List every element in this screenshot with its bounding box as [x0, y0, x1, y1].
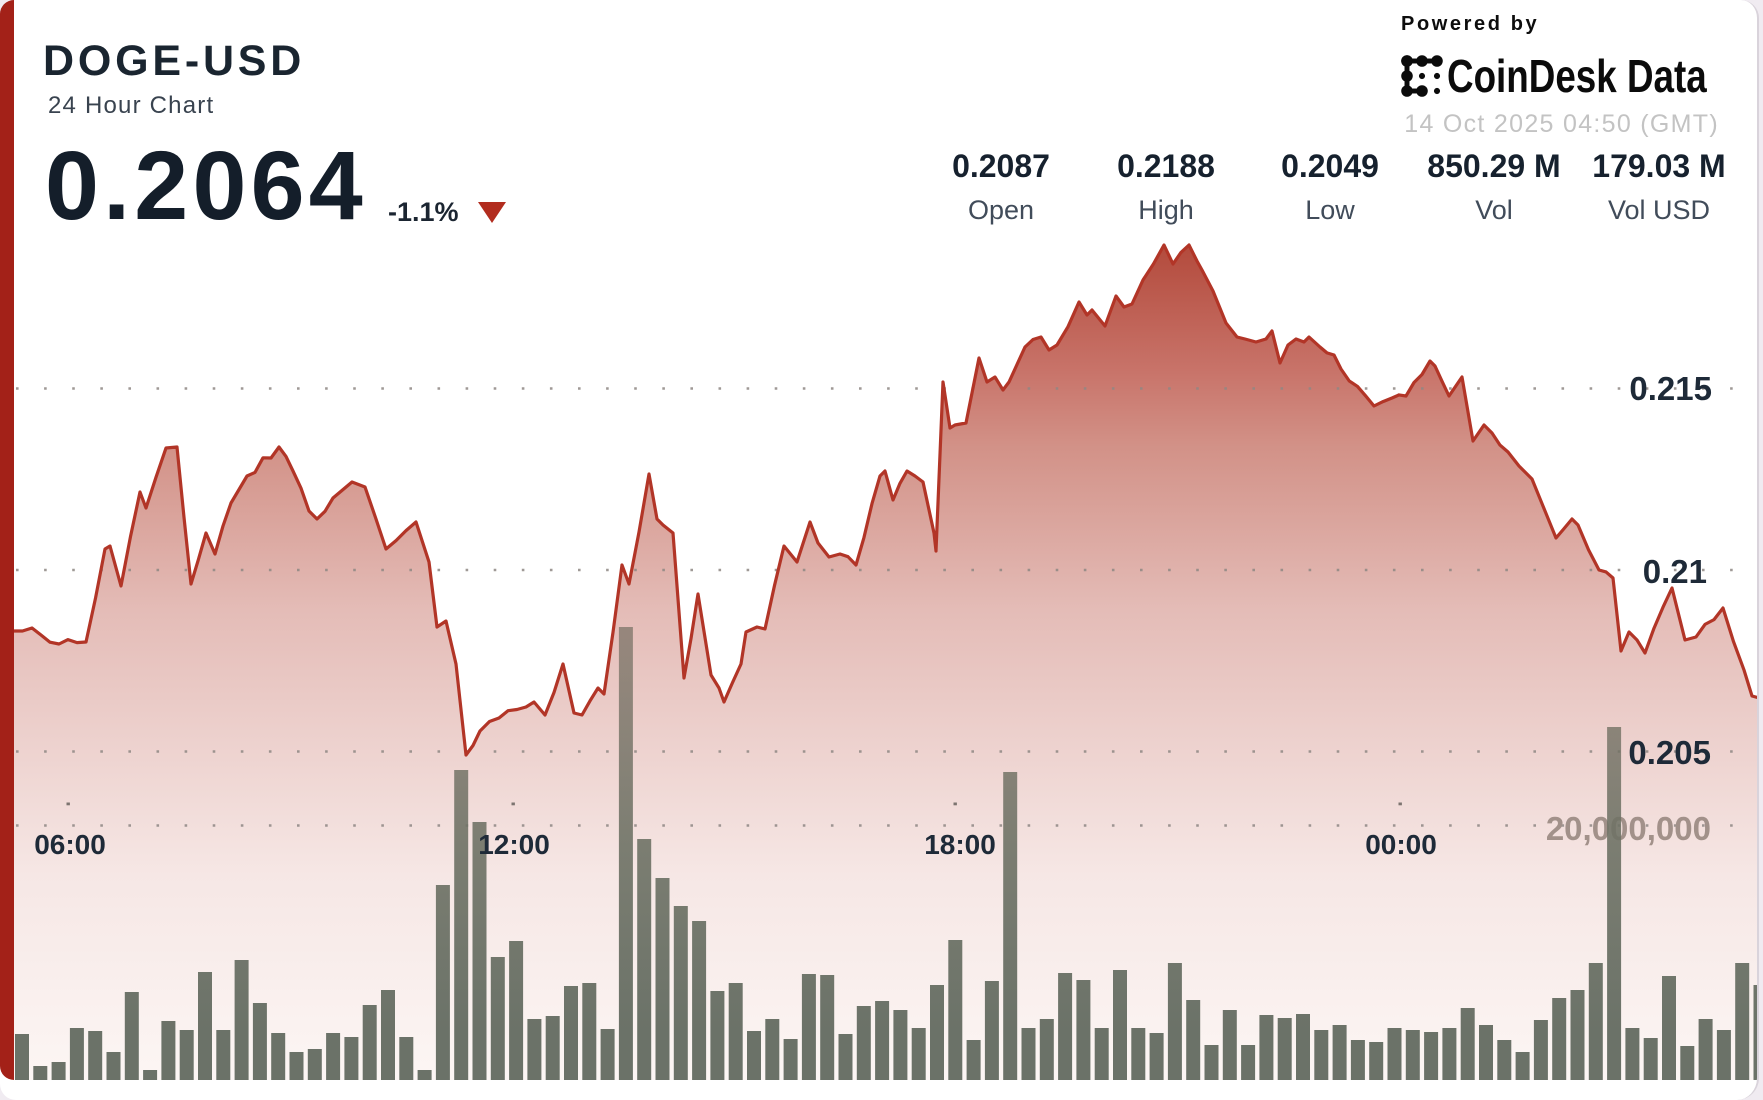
svg-text:00:00: 00:00 [1365, 829, 1437, 860]
svg-text:12:00: 12:00 [478, 829, 550, 860]
svg-text:0.215: 0.215 [1629, 370, 1712, 407]
svg-text:0.205: 0.205 [1628, 734, 1711, 771]
svg-text:18:00: 18:00 [924, 829, 996, 860]
svg-text:20,000,000: 20,000,000 [1546, 810, 1711, 847]
svg-text:0.21: 0.21 [1643, 553, 1707, 590]
svg-text:06:00: 06:00 [34, 829, 106, 860]
